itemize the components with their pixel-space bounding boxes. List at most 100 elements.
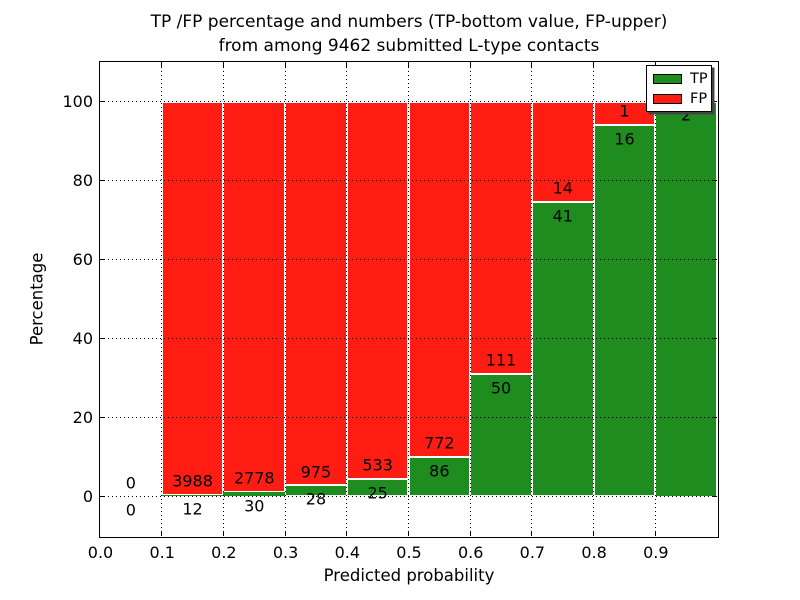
tp-bar-segment — [593, 124, 656, 497]
fp-bar-segment — [161, 101, 224, 496]
y-tick-label: 20 — [72, 408, 93, 427]
y-tick-right — [712, 417, 717, 418]
x-gridline — [408, 62, 409, 536]
y-gridline — [100, 180, 717, 181]
fp-count-label: 2778 — [233, 468, 275, 488]
x-tick-label: 0.6 — [457, 543, 484, 562]
y-tick-label: 100 — [62, 92, 93, 111]
fp-color-swatch — [653, 93, 682, 104]
x-tick-top — [654, 62, 656, 67]
y-gridline — [100, 338, 717, 339]
x-tick-top — [346, 62, 348, 67]
tp-count-label: 50 — [490, 378, 512, 398]
x-tick-label: 0.2 — [211, 543, 237, 562]
tp-count-label: 86 — [429, 461, 450, 481]
fp-count-label: 772 — [424, 433, 455, 453]
x-tick-label: 0.9 — [643, 543, 669, 562]
x-tick-top — [408, 62, 409, 67]
y-tick-left — [100, 180, 105, 181]
tp-bar-segment — [531, 202, 594, 497]
tp-count-label: 16 — [614, 129, 635, 149]
y-tick-right — [712, 338, 717, 339]
y-tick-right — [712, 101, 717, 102]
plot-area: TP FP 0 0 3988 12 2778 30 975 28 533 25 772 86 111 50… — [99, 61, 719, 538]
chart-title: TP /FP percentage and numbers (TP-bottom… — [99, 10, 719, 58]
chart-title-line2: from among 9462 submitted L-type contact… — [218, 36, 600, 56]
tp-color-swatch — [653, 73, 682, 84]
x-tick-label: 0.0 — [87, 543, 114, 562]
x-axis-label: Predicted probability — [323, 566, 495, 585]
y-tick-left — [100, 338, 105, 339]
y-tick-label: 80 — [72, 171, 93, 190]
tp-bar-segment — [223, 492, 286, 497]
x-gridline — [531, 62, 533, 536]
x-gridline — [593, 62, 595, 536]
fp-count-label: 111 — [485, 350, 517, 370]
x-tick-bottom — [222, 531, 224, 536]
x-tick-top — [593, 62, 595, 67]
fp-count-label: 975 — [300, 462, 332, 482]
y-tick-label: 60 — [72, 250, 93, 269]
x-gridline — [346, 62, 348, 536]
fp-bar-segment — [408, 101, 471, 457]
fp-bar-segment — [285, 101, 347, 486]
y-tick-right — [712, 259, 717, 260]
fp-count-label: 533 — [362, 455, 393, 475]
fp-bar-segment — [470, 101, 532, 374]
y-tick-right — [712, 180, 717, 181]
y-gridline — [100, 417, 717, 418]
tp-bar-segment — [161, 495, 224, 497]
x-tick-bottom — [531, 531, 533, 536]
tp-count-label: 30 — [244, 496, 265, 516]
tp-bar-segment — [408, 456, 471, 497]
y-gridline — [100, 259, 717, 260]
legend-label-tp: TP — [690, 70, 708, 87]
fp-count-label: 14 — [552, 178, 573, 198]
y-tick-label: 40 — [72, 329, 93, 348]
tp-count-label: 25 — [367, 483, 388, 503]
x-tick-bottom — [654, 531, 656, 536]
tp-count-label: 28 — [305, 489, 327, 509]
y-tick-left — [100, 417, 105, 418]
y-gridline — [100, 496, 717, 497]
x-tick-label: 0.1 — [149, 543, 175, 562]
x-tick-label: 0.8 — [581, 543, 607, 562]
x-tick-label: 0.7 — [519, 543, 546, 562]
x-gridline — [654, 62, 656, 536]
x-tick-bottom — [593, 531, 595, 536]
x-tick-bottom — [408, 531, 409, 536]
fp-count-label: 3988 — [172, 471, 213, 491]
x-tick-bottom — [469, 531, 471, 536]
fp-count-label: 0 — [125, 473, 136, 493]
tp-count-label: 0 — [125, 500, 136, 520]
x-tick-top — [161, 62, 163, 67]
y-tick-left — [100, 496, 105, 497]
tp-count-label: 2 — [681, 105, 692, 125]
legend-entry-fp: FP — [653, 90, 708, 107]
y-tick-right — [712, 496, 717, 497]
legend: TP FP — [646, 65, 712, 112]
x-tick-bottom — [346, 531, 348, 536]
legend-entry-tp: TP — [653, 70, 708, 87]
y-tick-left — [100, 101, 105, 102]
x-tick-top — [531, 62, 533, 67]
x-tick-label: 0.3 — [272, 543, 299, 562]
x-tick-label: 0.5 — [396, 543, 422, 562]
fp-bar-segment — [346, 101, 409, 479]
tp-count-label: 12 — [182, 499, 203, 519]
x-gridline — [222, 62, 224, 536]
y-tick-left — [100, 259, 105, 260]
x-tick-top — [284, 62, 286, 67]
x-tick-label: 0.4 — [334, 543, 361, 562]
x-gridline — [469, 62, 471, 536]
x-gridline — [284, 62, 286, 536]
x-tick-bottom — [161, 531, 163, 536]
x-tick-top — [222, 62, 224, 67]
tp-count-label: 41 — [552, 206, 573, 226]
legend-label-fp: FP — [690, 90, 708, 107]
chart-title-line1: TP /FP percentage and numbers (TP-bottom… — [150, 12, 668, 32]
x-gridline — [161, 62, 163, 536]
tp-bar-segment — [655, 101, 717, 497]
fp-bar-segment — [223, 101, 286, 493]
